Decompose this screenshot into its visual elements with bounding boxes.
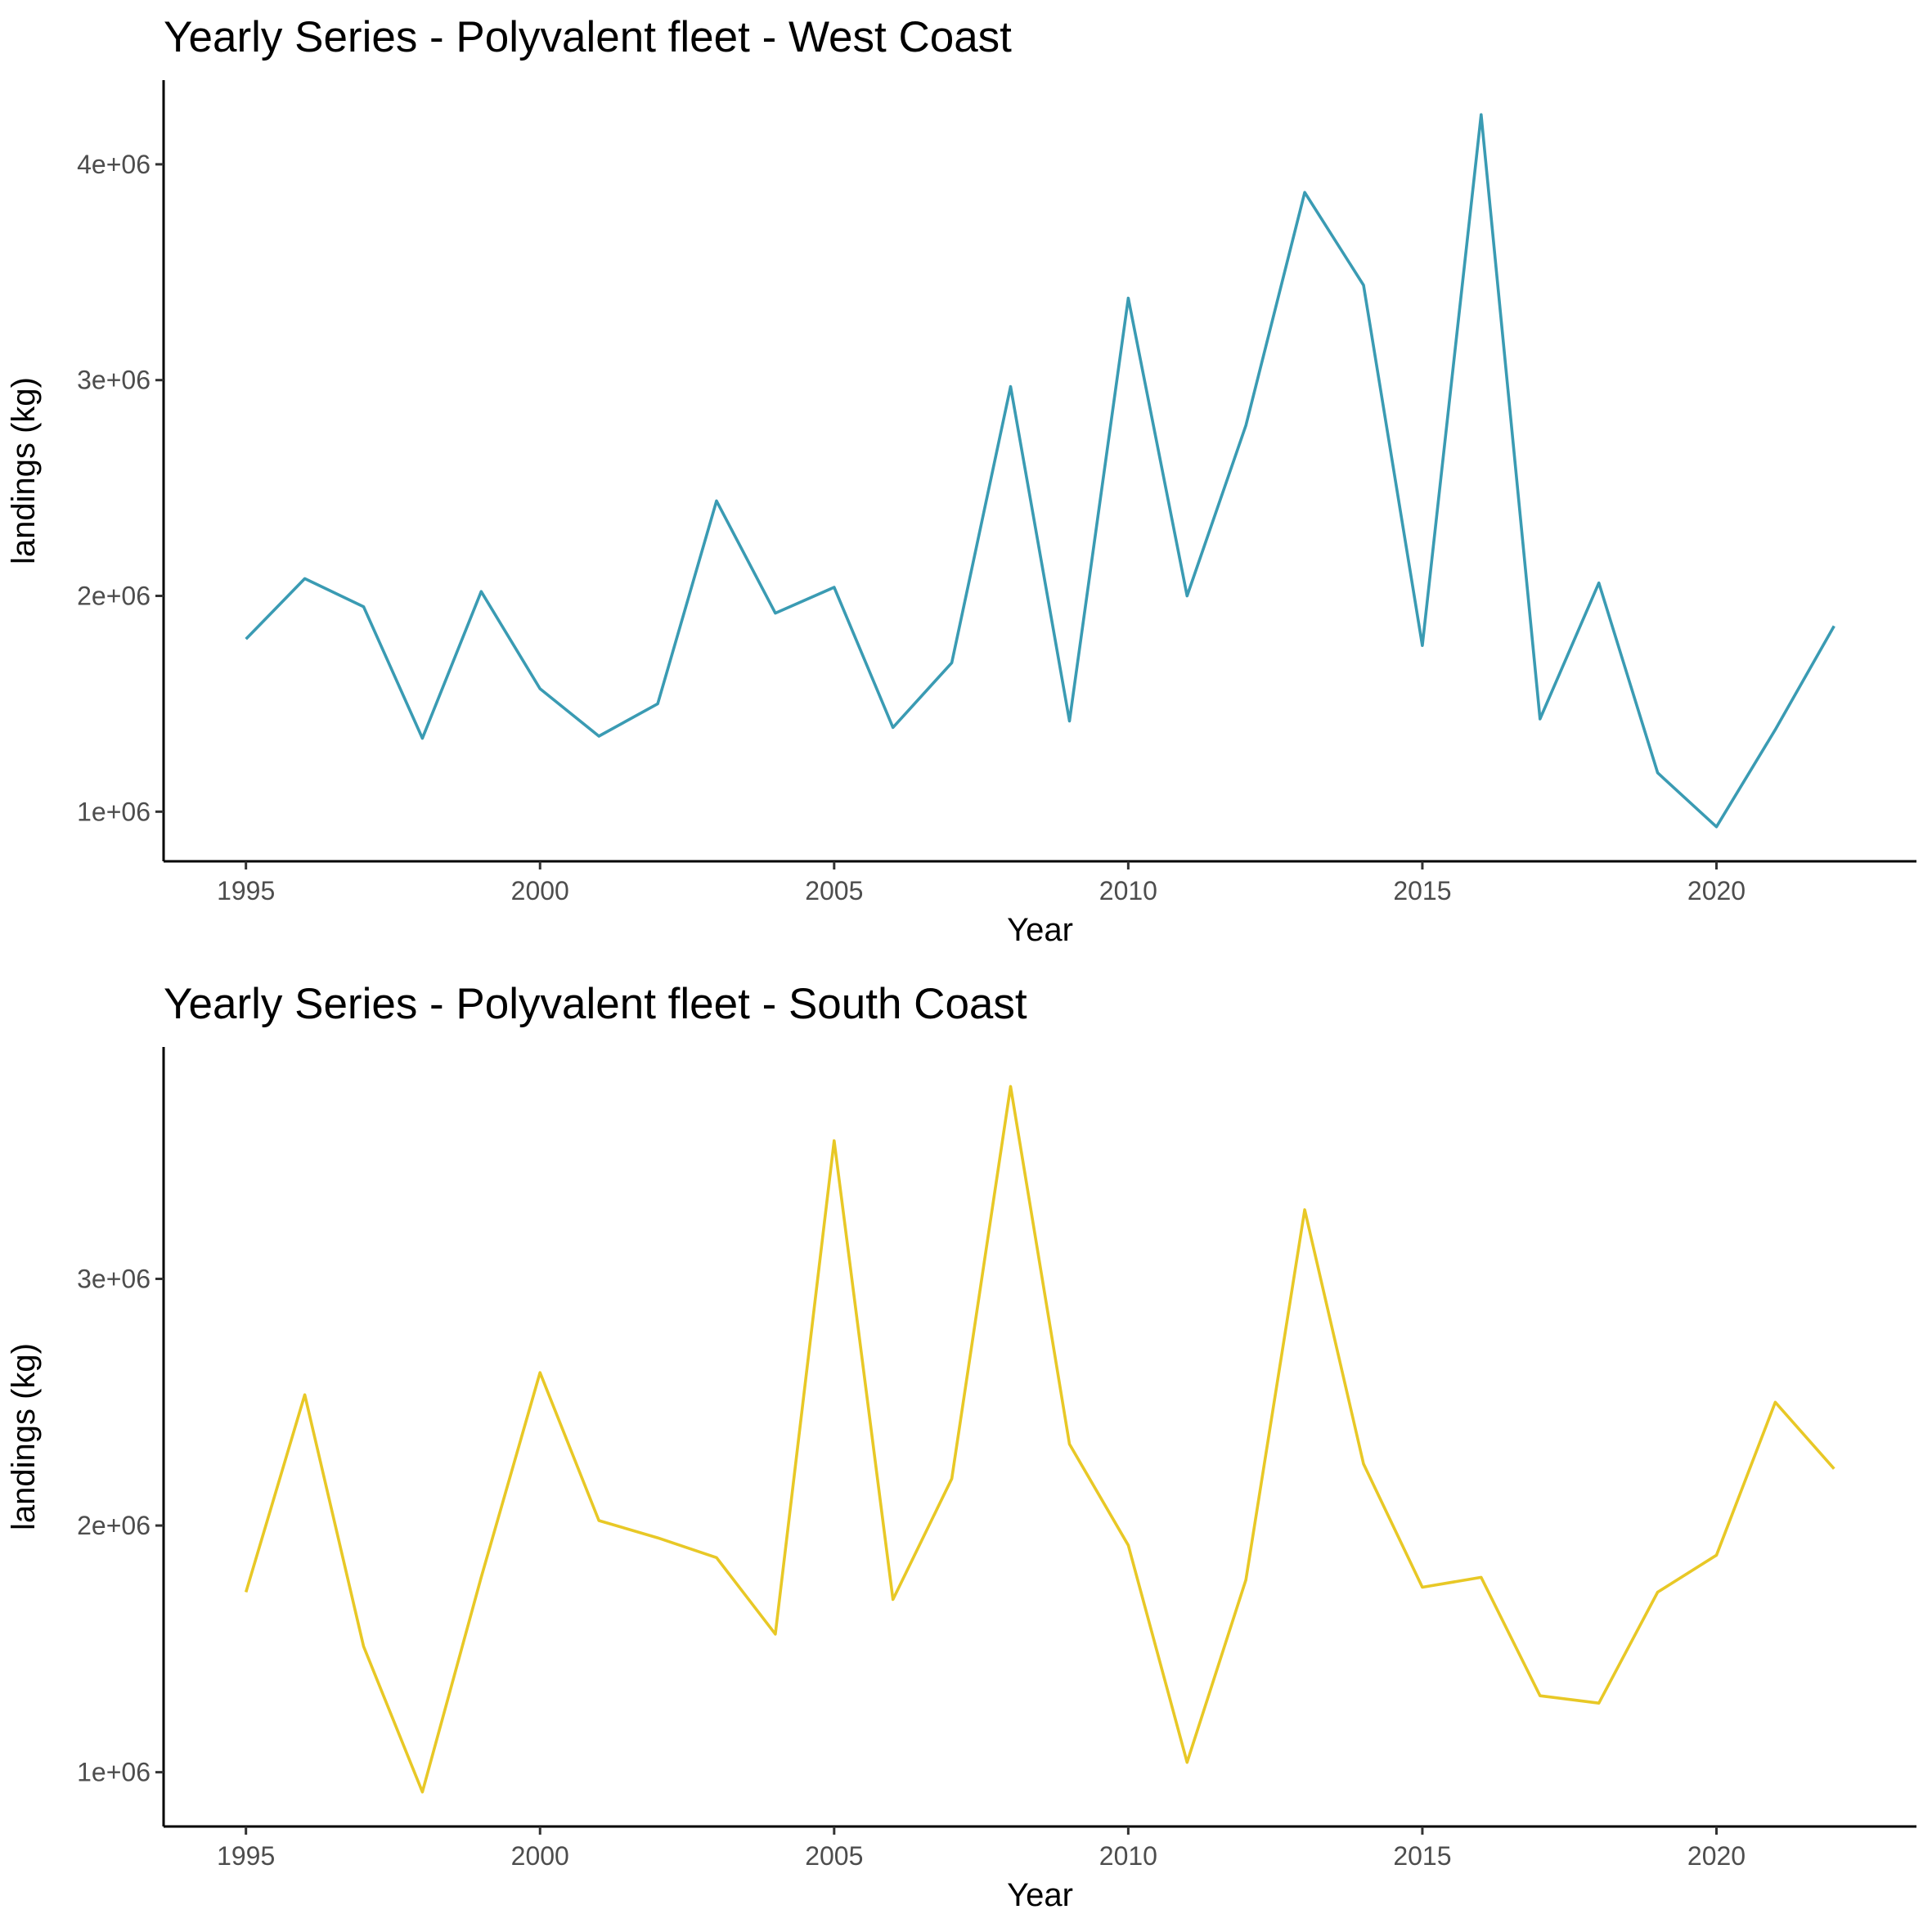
chart-1-x-axis-title: Year [1007,912,1073,948]
chart-1: Yearly Series - Polyvalent fleet - West … [6,13,1916,948]
chart-2-series-line [244,1085,1835,1794]
chart-2-y-axis-title: landings (kg) [6,1343,42,1530]
chart-1-x-tick-label: 2000 [511,876,569,905]
chart-1-x-tick-label: 1995 [217,876,275,905]
chart-2-x-tick-label: 2005 [805,1841,863,1871]
chart-2-y-tick-label: 1e+06 [77,1758,151,1787]
chart-1-x-tick-label: 2010 [1099,876,1157,905]
chart-1-y-tick-label: 1e+06 [77,797,151,826]
chart-1-y-tick-label: 3e+06 [77,366,151,395]
chart-2-x-tick-label: 1995 [217,1841,275,1871]
chart-2-x-tick-label: 2015 [1393,1841,1451,1871]
chart-1-y-tick-label: 4e+06 [77,150,151,179]
chart-1-y-tick-label: 2e+06 [77,582,151,611]
chart-1-series-line [245,113,1835,829]
chart-2-x-tick-label: 2000 [511,1841,569,1871]
chart-1-title: Yearly Series - Polyvalent fleet - West … [164,13,1012,61]
chart-1-y-axis-title: landings (kg) [6,377,42,564]
chart-2-title: Yearly Series - Polyvalent fleet - South… [164,980,1027,1028]
chart-2-y-tick-label: 2e+06 [77,1511,151,1540]
chart-1-x-tick-label: 2015 [1393,876,1451,905]
chart-2-x-tick-label: 2020 [1687,1841,1746,1871]
chart-2: Yearly Series - Polyvalent fleet - South… [6,980,1916,1913]
chart-2-y-tick-label: 3e+06 [77,1264,151,1293]
chart-2-x-tick-label: 2010 [1099,1841,1157,1871]
chart-1-x-tick-label: 2020 [1687,876,1746,905]
chart-2-x-axis-title: Year [1007,1877,1073,1913]
chart-1-x-tick-label: 2005 [805,876,863,905]
